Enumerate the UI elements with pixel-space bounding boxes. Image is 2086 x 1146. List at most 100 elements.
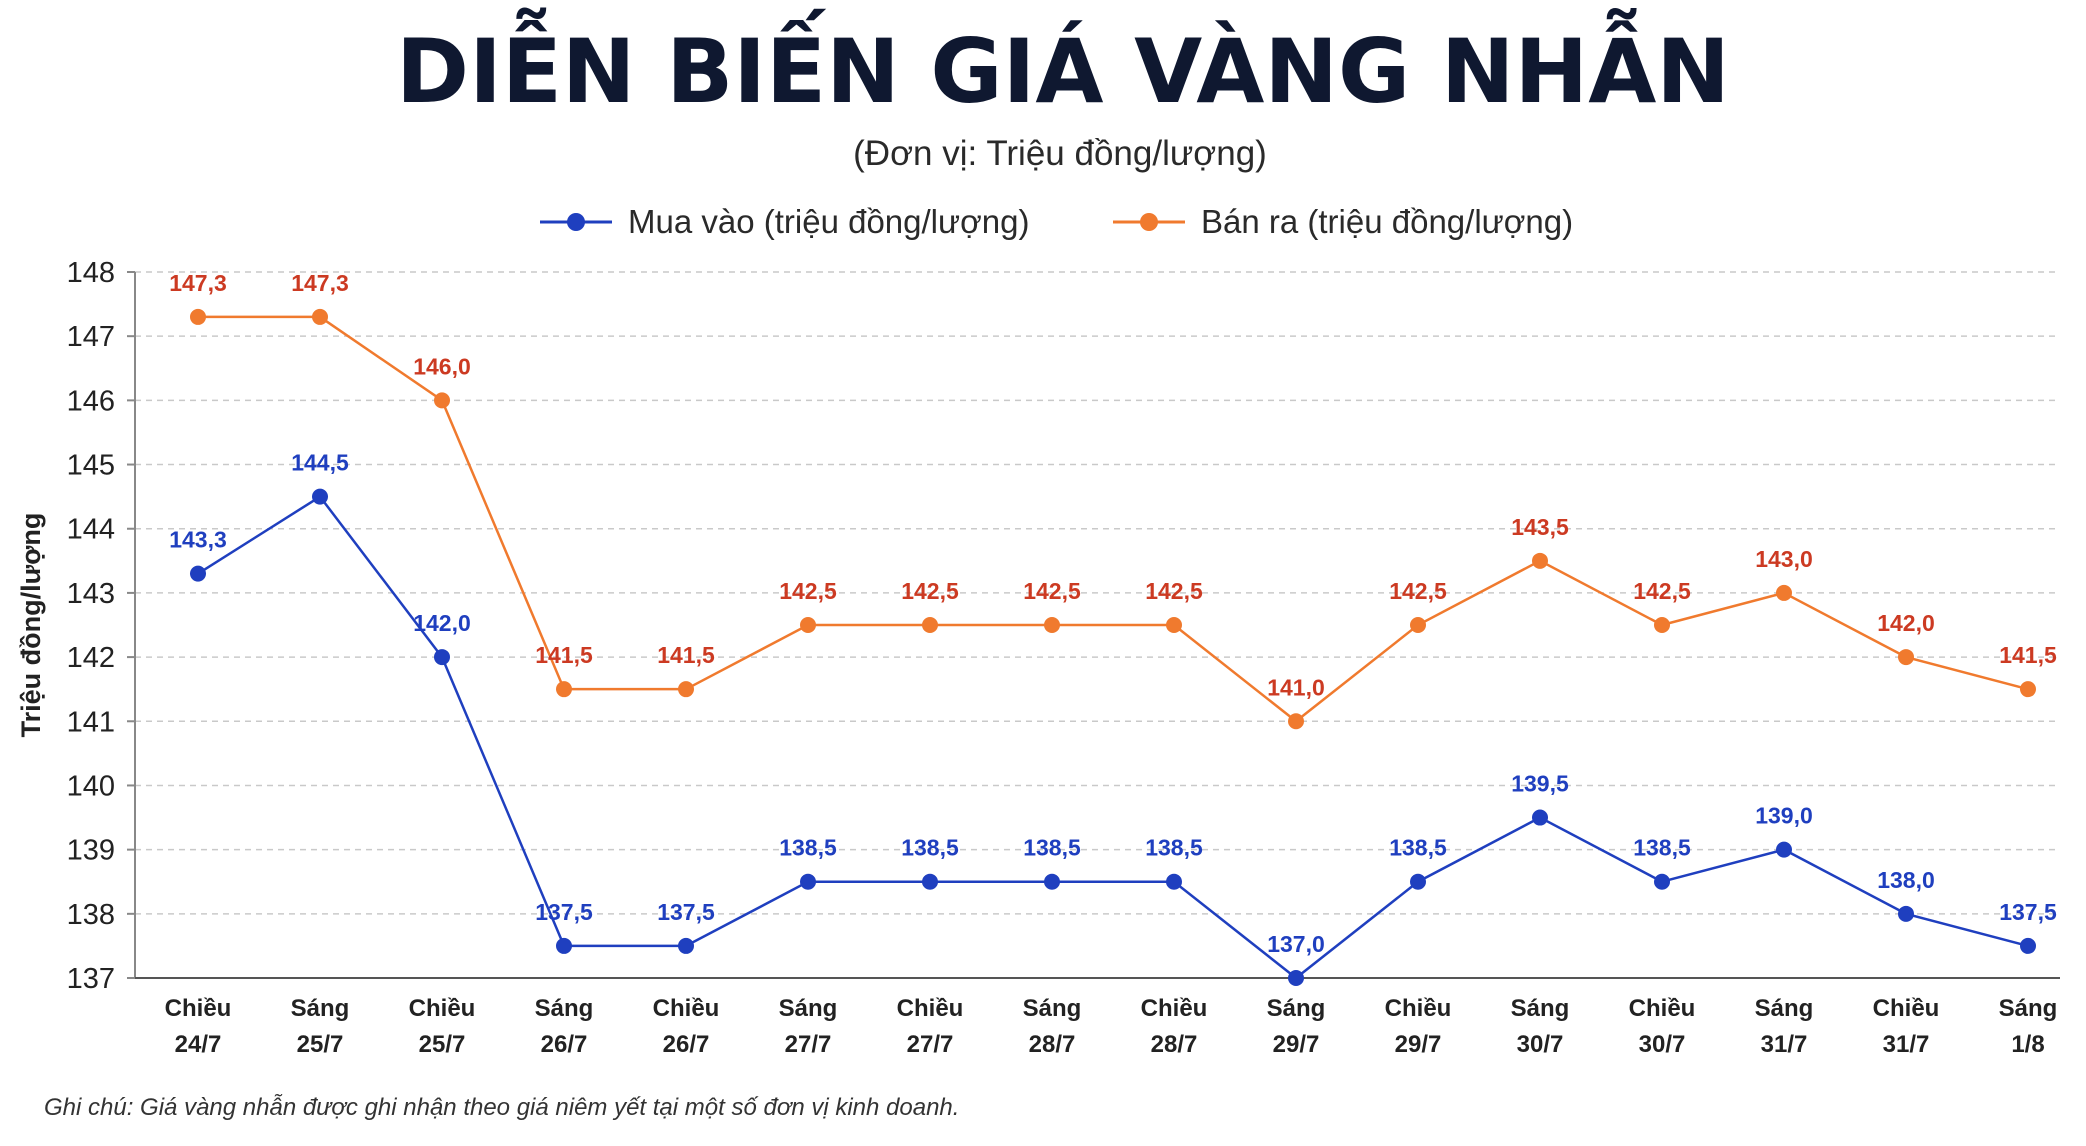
data-label-sell: 147,3 — [291, 270, 349, 296]
x-tick-label-line2: 27/7 — [907, 1031, 954, 1058]
y-tick-label: 145 — [67, 450, 115, 482]
data-point-buy — [312, 488, 328, 505]
x-tick-label-line1: Sáng — [779, 995, 838, 1022]
y-axis: 148 147 146 145 144 143 142 141 140 139 138 137 — [67, 257, 2060, 995]
series-buy: 143,3 144,5 142,0 137,5 137,5 138,5 138,5 138,5… — [169, 450, 2057, 986]
data-label-buy: 144,5 — [291, 450, 349, 476]
data-point-buy — [190, 565, 206, 582]
data-label-sell: 146,0 — [413, 353, 471, 379]
series-sell: 147,3 147,3 146,0 141,5 141,5 142,5 142,5 142,5… — [169, 270, 2057, 730]
data-point-sell — [1410, 617, 1426, 633]
y-tick-label: 143 — [67, 578, 115, 610]
data-point-buy — [1532, 809, 1548, 826]
data-point-buy — [1044, 873, 1060, 890]
x-tick-label-line2: 25/7 — [419, 1031, 466, 1058]
data-label-buy: 138,5 — [1145, 835, 1203, 861]
data-label-buy: 138,5 — [1633, 835, 1691, 861]
y-tick-label: 147 — [67, 321, 115, 353]
x-tick-label-line1: Sáng — [1511, 995, 1570, 1022]
x-tick-label-line1: Chiều — [1141, 995, 1208, 1022]
x-tick-label-line1: Sáng — [535, 995, 594, 1022]
x-tick-label-line1: Chiều — [1873, 995, 1940, 1022]
data-point-buy — [1654, 873, 1670, 890]
data-point-buy — [678, 937, 694, 954]
data-label-buy: 138,5 — [901, 835, 959, 861]
x-tick-label-line2: 1/8 — [2011, 1031, 2044, 1058]
y-tick-label: 146 — [67, 385, 115, 417]
x-tick-label-line1: Chiều — [1385, 995, 1452, 1022]
data-label-sell: 143,5 — [1511, 514, 1569, 540]
data-label-sell: 142,5 — [901, 578, 959, 604]
data-label-sell: 142,0 — [1877, 610, 1935, 636]
x-tick-label-line2: 28/7 — [1029, 1031, 1076, 1058]
x-tick-label-line1: Chiều — [653, 995, 720, 1022]
y-tick-label: 137 — [67, 963, 115, 995]
data-point-sell — [1044, 617, 1060, 633]
x-tick-label-line2: 31/7 — [1761, 1031, 1808, 1058]
data-label-buy: 138,5 — [1023, 835, 1081, 861]
x-tick-label-line1: Chiều — [1629, 995, 1696, 1022]
data-label-sell: 141,0 — [1267, 674, 1325, 700]
data-label-sell: 142,5 — [1145, 578, 1203, 604]
data-label-buy: 137,5 — [1999, 899, 2057, 925]
x-tick-label-line1: Sáng — [1023, 995, 1082, 1022]
x-tick-label-line2: 29/7 — [1395, 1031, 1442, 1058]
y-axis-title: Triệu đồng/lượng — [16, 513, 46, 738]
x-tick-label-line2: 28/7 — [1151, 1031, 1198, 1058]
data-label-sell: 142,5 — [1633, 578, 1691, 604]
data-point-sell — [434, 392, 450, 409]
y-tick-label: 138 — [67, 899, 115, 931]
data-point-sell — [312, 308, 328, 325]
x-tick-label-line2: 30/7 — [1639, 1031, 1686, 1058]
y-tick-label: 148 — [67, 257, 115, 289]
data-point-sell — [1898, 649, 1914, 666]
legend-label-buy: Mua vào (triệu đồng/lượng) — [628, 203, 1029, 240]
data-point-sell — [1166, 617, 1182, 633]
legend-label-sell: Bán ra (triệu đồng/lượng) — [1201, 203, 1573, 240]
data-label-buy: 143,3 — [169, 527, 227, 553]
data-point-buy — [1898, 905, 1914, 922]
y-tick-label: 144 — [67, 514, 115, 546]
x-tick-label-line1: Sáng — [1267, 995, 1326, 1022]
y-tick-label: 140 — [67, 770, 115, 802]
data-point-sell — [1288, 713, 1304, 730]
data-point-sell — [1776, 584, 1792, 601]
data-label-sell: 141,5 — [1999, 642, 2057, 668]
x-tick-label-line2: 31/7 — [1883, 1031, 1930, 1058]
data-point-sell — [800, 617, 816, 633]
data-label-buy: 138,5 — [779, 835, 837, 861]
series-layer: 143,3 144,5 142,0 137,5 137,5 138,5 138,5 138,5… — [169, 270, 2057, 986]
data-point-buy — [800, 873, 816, 890]
y-tick-label: 139 — [67, 835, 115, 867]
data-point-sell — [2020, 681, 2036, 698]
data-point-buy — [556, 937, 572, 954]
data-point-buy — [1776, 841, 1792, 858]
x-tick-label-line1: Sáng — [291, 995, 350, 1022]
y-tick-label: 141 — [67, 706, 115, 738]
x-tick-label-line1: Chiều — [897, 995, 964, 1022]
x-tick-label-line1: Chiều — [409, 995, 476, 1022]
data-point-buy — [1166, 873, 1182, 890]
data-point-sell — [1654, 617, 1670, 633]
data-label-buy: 139,0 — [1755, 803, 1813, 829]
x-tick-label-line2: 26/7 — [541, 1031, 588, 1058]
chart-title: DIỄN BIẾN GIÁ VÀNG NHẪN — [396, 8, 1730, 123]
data-point-sell — [1532, 552, 1548, 569]
data-label-sell: 141,5 — [535, 642, 593, 668]
series-line-sell — [198, 315, 2029, 723]
data-label-buy: 137,0 — [1267, 931, 1325, 957]
data-point-sell — [556, 681, 572, 698]
x-axis-labels: Chiều 24/7 Sáng 25/7 Chiều 25/7 Sáng 26/7 Chiều 2… — [165, 995, 2058, 1058]
x-tick-label-line2: 30/7 — [1517, 1031, 1564, 1058]
data-label-sell: 142,5 — [1389, 578, 1447, 604]
data-label-sell: 143,0 — [1755, 546, 1813, 572]
data-label-buy: 137,5 — [657, 899, 715, 925]
x-tick-label-line2: 29/7 — [1273, 1031, 1320, 1058]
y-tick-label: 142 — [67, 642, 115, 674]
data-label-buy: 137,5 — [535, 899, 593, 925]
data-label-sell: 141,5 — [657, 642, 715, 668]
data-point-sell — [922, 617, 938, 633]
series-line-buy — [197, 494, 2029, 980]
data-point-sell — [190, 308, 206, 325]
